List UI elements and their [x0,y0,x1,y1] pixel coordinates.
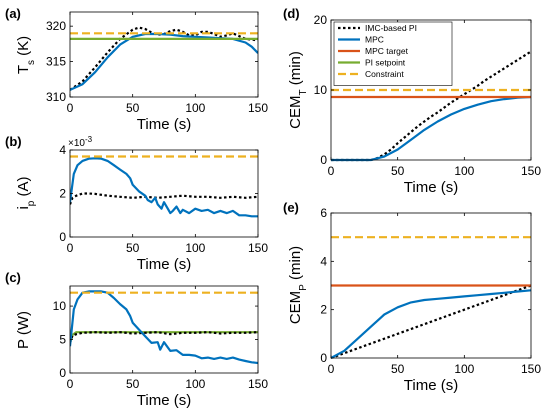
series-group [331,236,531,360]
panel-a: 0 50 100 150 310 315 320 Time (s) Ts (K) (a) [5,6,268,133]
series-group [70,290,258,365]
x-tick-label: 0 [328,164,335,178]
y-tick-label: 4 [320,254,327,268]
x-tick-label: 50 [126,377,140,391]
panel-c: 0 50 100 150 0 5 10 Time (s) P (W) (c) [5,270,268,409]
y-tick-label: 320 [46,19,66,33]
x-axis-title: Time (s) [137,256,191,273]
panel-letter: (c) [5,270,21,285]
x-tick-label: 100 [185,377,205,391]
axes-box [69,285,259,374]
y-tick-label: 5 [59,333,66,347]
legend-label-mpc_target: MPC target [365,46,409,56]
x-axis-title: Time (s) [137,116,191,133]
panel-letter: (e) [283,200,299,215]
y-tick-label: 2 [59,187,66,201]
exponent-label: ×10-3 [68,135,93,150]
y-tick-label: 10 [314,83,328,97]
x-tick-label: 0 [67,377,74,391]
x-tick-label: 50 [391,362,405,376]
x-tick-label: 150 [521,164,541,178]
x-tick-label: 100 [454,164,474,178]
panel-d: 0 50 100 150 0 10 20 Time (s) CEMT (min) (d) IMC-b… [283,6,541,196]
x-axis-title: Time (s) [137,392,191,409]
y-tick-label: 0 [59,366,66,380]
y-tick-label: 0 [59,230,66,244]
y-tick-label: 6 [320,206,327,220]
y-tick-label: 0 [320,153,327,167]
panel-e: 0 50 100 150 0 2 4 6 Time (s) CEMP (min) (e) [283,200,541,394]
y-axis-title: P (W) [15,311,32,349]
series-group [331,50,531,162]
panel-letter: (a) [5,6,21,21]
series-line-imc [331,50,531,162]
x-tick-label: 100 [454,362,474,376]
y-axis-title: CEMP (min) [287,246,309,324]
legend-label-imc: IMC-based PI [365,23,417,33]
panel-letter: (b) [5,134,22,149]
series-line-mpc [70,157,258,218]
axes-box [330,212,532,359]
x-tick-label: 50 [126,241,140,255]
y-tick-label: 0 [320,351,327,365]
legend-label-mpc: MPC [365,35,384,45]
series-line-mpc [70,32,258,91]
x-tick-label: 0 [67,241,74,255]
series-line-imc [70,331,258,344]
x-tick-label: 0 [67,101,74,115]
axes-box [69,11,259,98]
panel-letter: (d) [283,6,300,21]
x-axis-title: Time (s) [404,377,458,394]
axes-box [69,149,259,238]
x-tick-label: 50 [391,164,405,178]
panel-b: 0 50 100 150 0 2 4 Time (s) ip (A) (b) ×10-3 [5,134,268,273]
x-tick-label: 150 [248,377,268,391]
y-tick-label: 2 [320,303,327,317]
y-axis-title: ip (A) [15,176,37,209]
legend-label-pi_setpoint: PI setpoint [365,58,406,68]
series-line-mpc [331,95,531,162]
y-axis-title: Ts (K) [15,36,37,74]
y-tick-label: 310 [46,90,66,104]
series-line-imc [331,284,531,360]
y-axis-title: CEMT (min) [287,51,309,129]
y-tick-label: 10 [53,299,67,313]
series-line-imc [70,26,258,91]
x-tick-label: 100 [185,101,205,115]
y-tick-label: 20 [314,13,328,27]
x-tick-label: 150 [248,101,268,115]
x-tick-label: 50 [126,101,140,115]
series-group [70,26,258,91]
y-tick-label: 315 [46,55,66,69]
x-tick-label: 150 [521,362,541,376]
series-line-mpc [331,289,531,359]
x-tick-label: 150 [248,241,268,255]
legend-label-constraint: Constraint [365,69,404,79]
x-tick-label: 0 [328,362,335,376]
x-axis-title: Time (s) [404,179,458,196]
series-line-mpc [70,290,258,365]
y-tick-label: 4 [59,143,66,157]
x-tick-label: 100 [185,241,205,255]
series-group [70,155,258,218]
